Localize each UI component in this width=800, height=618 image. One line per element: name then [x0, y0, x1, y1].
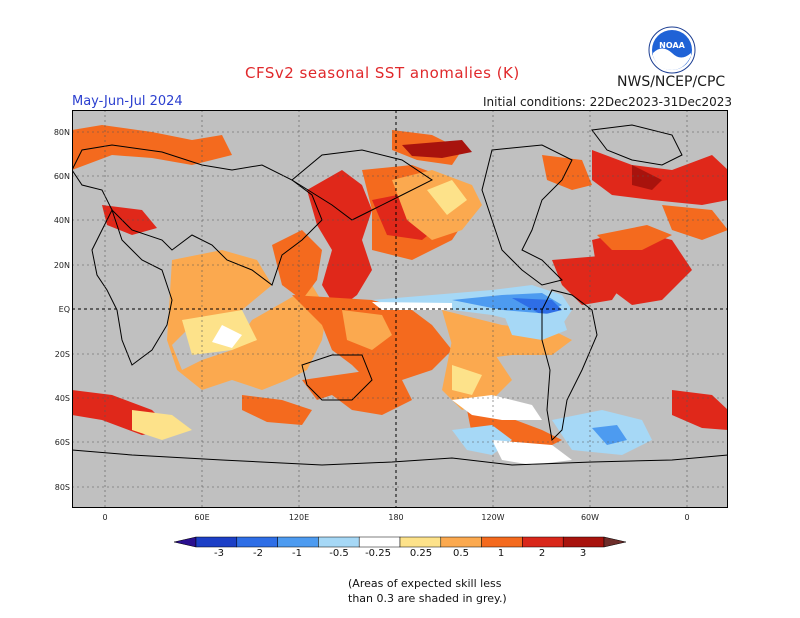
colorbar-cell [562, 536, 605, 548]
lat-label-40s: 40S [54, 394, 70, 403]
lat-label-20s: 20S [54, 350, 70, 359]
skill-note-line2: than 0.3 are shaded in grey.) [348, 592, 507, 605]
map-title: CFSv2 seasonal SST anomalies (K) [245, 64, 520, 82]
sst-anomaly-map [72, 110, 728, 508]
logo-text: NOAA [659, 41, 685, 50]
lat-label-60s: 60S [54, 438, 70, 447]
lat-label-eq: EQ [58, 305, 70, 314]
colorbar-tick: 2 [538, 548, 546, 559]
colorbar-cell [481, 536, 523, 548]
noaa-logo: NOAA [648, 26, 696, 74]
colorbar-tick: -1 [292, 548, 302, 559]
colorbar-cell [399, 536, 442, 548]
lon-label-120e: 120E [288, 513, 310, 522]
colorbar-left-arrow [174, 536, 197, 548]
colorbar [174, 536, 626, 548]
colorbar-tick: 0.25 [409, 548, 433, 559]
lon-label-60e: 60E [194, 513, 210, 522]
colorbar-cell [522, 536, 564, 548]
skill-note-line1: (Areas of expected skill less [348, 577, 502, 590]
colorbar-cell [358, 536, 401, 548]
skill-note: (Areas of expected skill less than 0.3 a… [348, 576, 507, 606]
lon-label-180: 180 [388, 513, 404, 522]
map-frame [72, 110, 728, 508]
reference-lines [72, 110, 728, 508]
colorbar-cell [236, 536, 278, 548]
lat-label-60n: 60N [53, 172, 70, 181]
colorbar-tick: -0.25 [365, 548, 391, 559]
colorbar-cell [195, 536, 238, 548]
lat-label-20n: 20N [53, 261, 70, 270]
colorbar-cell [277, 536, 319, 548]
lon-label-0-east: 0 [684, 513, 690, 522]
colorbar-cell [318, 536, 360, 548]
lat-label-40n: 40N [53, 216, 70, 225]
colorbar-cell [440, 536, 482, 548]
colorbar-tick: -2 [253, 548, 263, 559]
agency-label: NWS/NCEP/CPC [617, 74, 726, 90]
colorbar-right-arrow [603, 536, 626, 548]
grid-lines [72, 110, 728, 508]
lat-label-80n: 80N [53, 128, 70, 137]
colorbar-tick: 1 [497, 548, 505, 559]
continent-outlines [72, 124, 728, 466]
lon-label-0: 0 [102, 513, 108, 522]
colorbar-tick: 0.5 [453, 548, 469, 559]
lon-label-120w: 120W [481, 513, 505, 522]
warm-anomaly-regions [72, 125, 728, 450]
lon-label-60w: 60W [580, 513, 600, 522]
colorbar-tick: 3 [579, 548, 587, 559]
initial-conditions: Initial conditions: 22Dec2023-31Dec2023 [483, 95, 732, 109]
colorbar-tick: -3 [214, 548, 224, 559]
colorbar-tick: -0.5 [329, 548, 349, 559]
cool-anomaly-regions [372, 285, 652, 465]
lat-label-80s: 80S [54, 483, 70, 492]
forecast-period: May-Jun-Jul 2024 [72, 94, 183, 109]
